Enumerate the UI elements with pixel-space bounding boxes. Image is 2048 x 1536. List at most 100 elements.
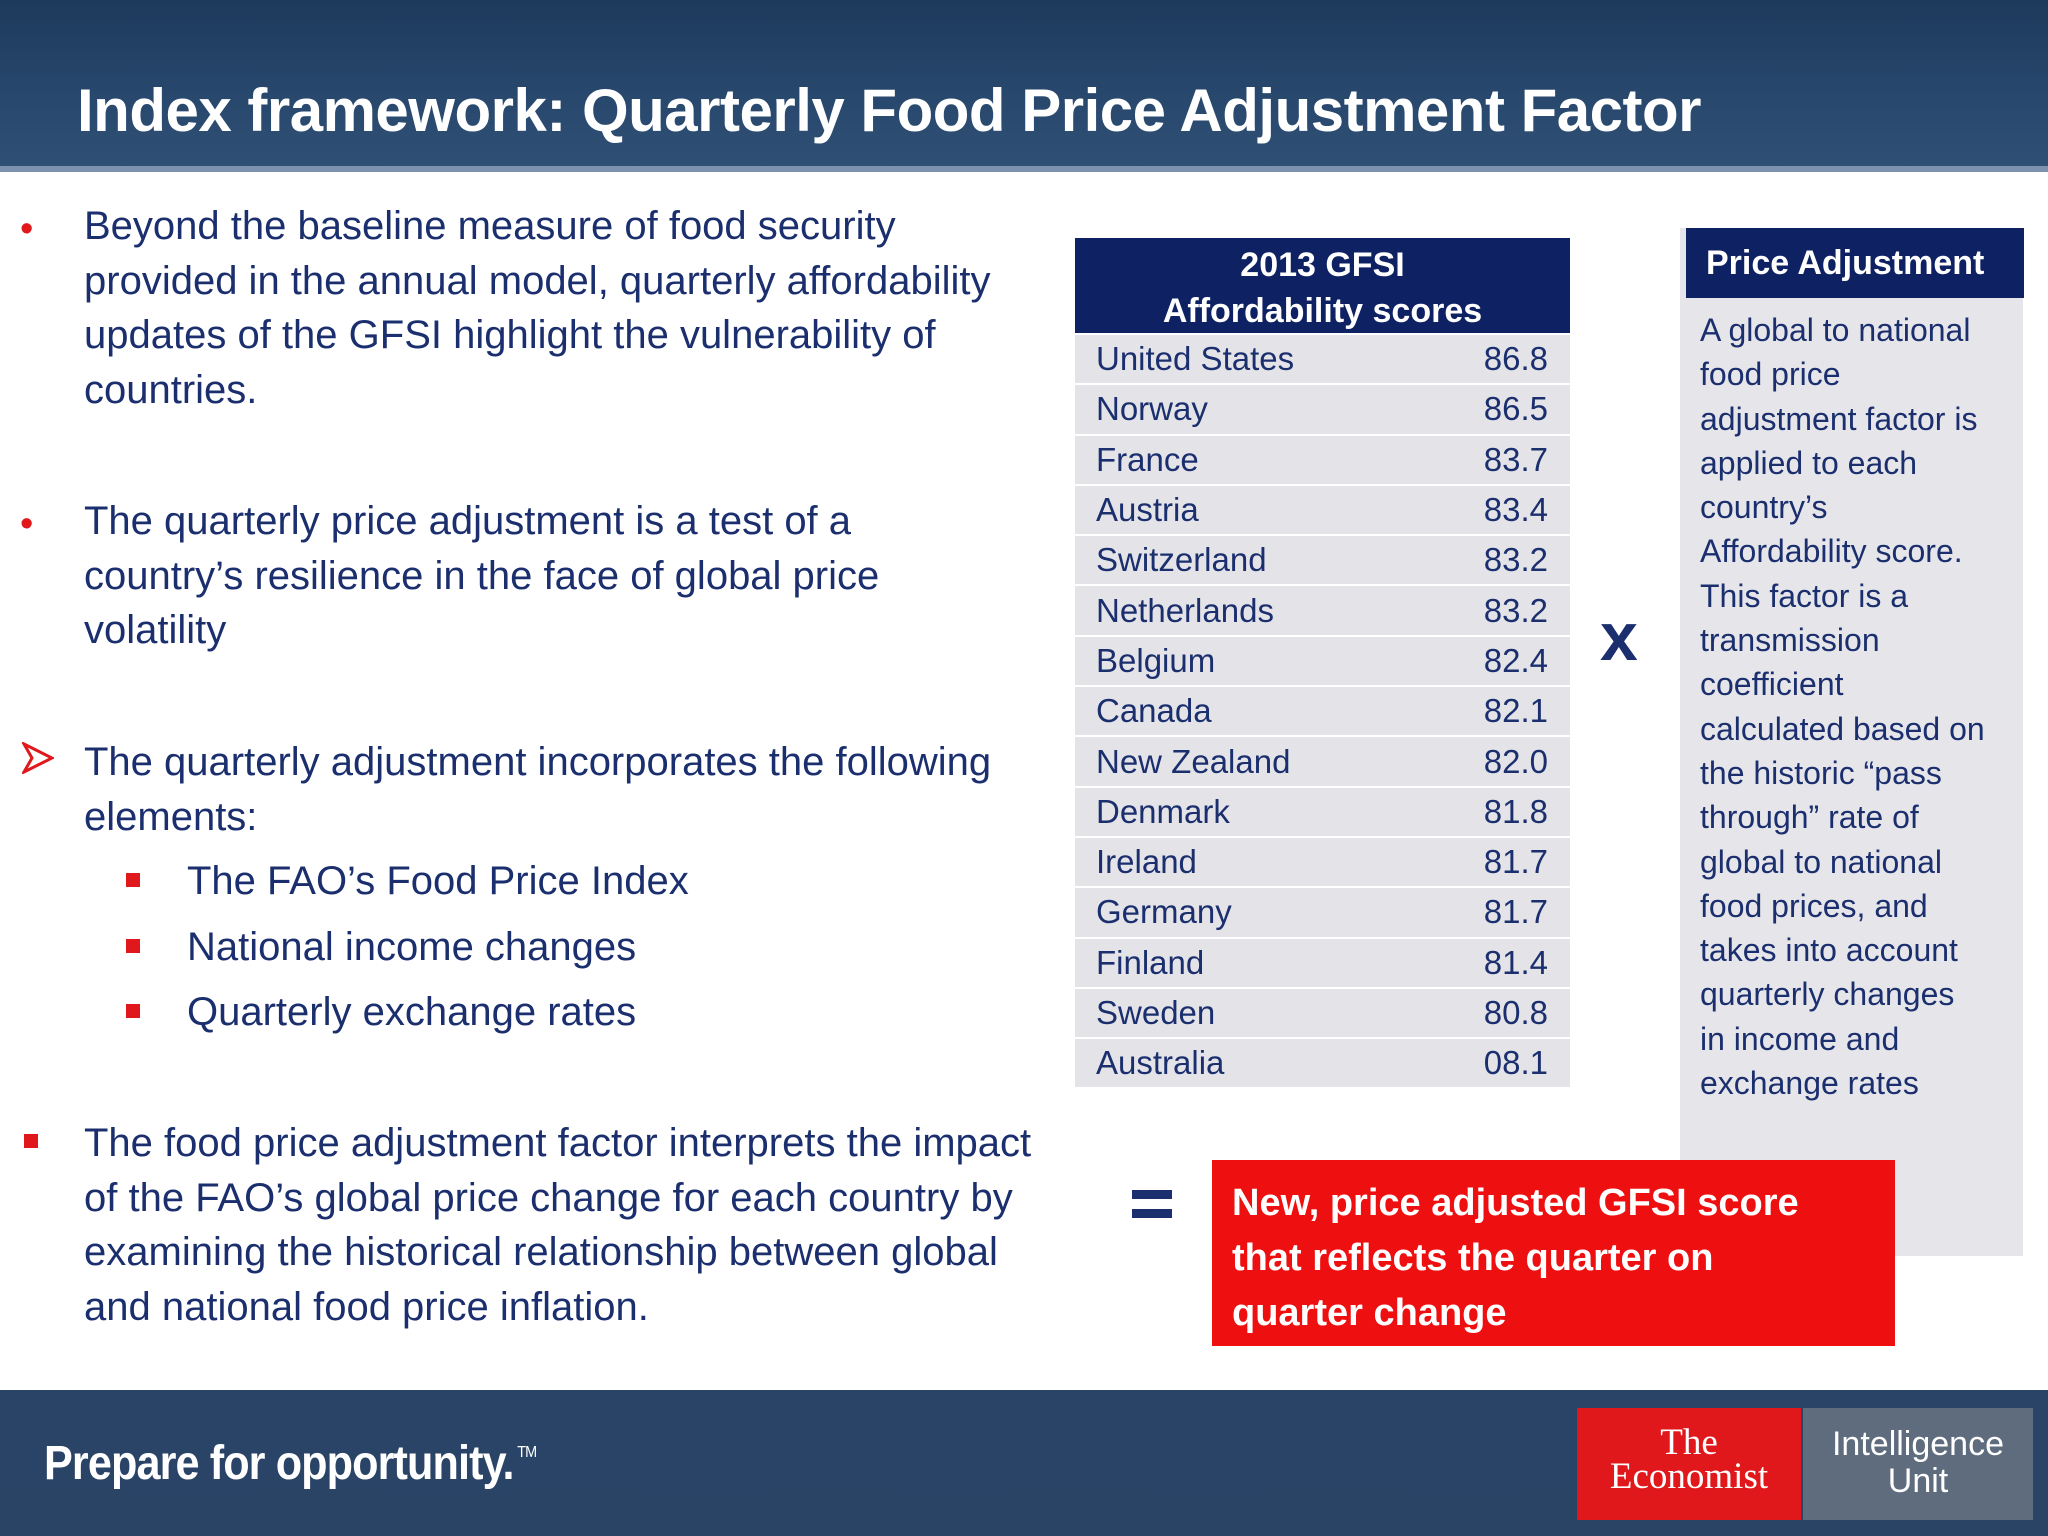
table-row: New Zealand 82.0 [1075,735,1570,786]
affordability-score: 81.7 [1483,893,1548,931]
country-name: Denmark [1096,792,1230,830]
table-row: Austria 83.4 [1075,483,1570,535]
affordability-score: 81.7 [1483,843,1548,881]
table-row: Norway 86.5 [1075,383,1570,434]
country-name: Belgium [1096,641,1216,679]
price-adjustment-line: food prices, and [1700,887,1928,924]
table-row: Australia 08.1 [1075,1037,1570,1088]
price-adjustment-line: transmission [1700,622,1880,659]
bullet-text-2: The quarterly price adjustment is a test… [84,499,880,652]
table-row: Canada 82.1 [1075,685,1570,736]
country-name: Finland [1096,943,1205,981]
affordability-score: 08.1 [1483,1044,1548,1082]
price-adjustment-line: Affordability score. [1700,533,1963,570]
price-adjustment-line: exchange rates [1700,1065,1919,1102]
economist-logo-line-1: The [1660,1422,1718,1463]
price-adjustment-line: global to national [1700,843,1942,880]
equals-sign [1132,1190,1172,1224]
price-adjustment-line: adjustment factor is [1700,400,1978,437]
country-name: New Zealand [1096,742,1291,780]
sub-bullet-marker-1 [126,873,140,887]
country-name: Australia [1096,1044,1225,1082]
trademark-mark: TM [517,1444,537,1461]
sub-item-national-income: National income changes [187,925,637,969]
table-header: 2013 GFSI Affordability scores [1075,238,1570,333]
country-name: Austria [1096,491,1199,529]
affordability-score: 81.4 [1483,943,1548,981]
affordability-score: 83.7 [1483,440,1548,478]
gfsi-affordability-table: 2013 GFSI Affordability scores United St… [1075,238,1570,1088]
country-name: Norway [1096,390,1208,428]
price-adjustment-line: calculated based on [1700,710,1985,747]
affordability-score: 81.8 [1483,792,1548,830]
slide-footer: Prepare for opportunity. TM The Economist… [0,1390,2048,1536]
table-row: Sweden 80.8 [1075,986,1570,1038]
affordability-score: 83.4 [1483,491,1548,529]
economist-logo-line-2: Economist [1609,1456,1769,1497]
result-line: that reflects the quarter on [1232,1237,1714,1279]
table-header-line-1: 2013 GFSI [1240,246,1405,284]
table-row: Belgium 82.4 [1075,634,1570,686]
table-row: Ireland 81.7 [1075,835,1570,887]
sub-item-fao-index: The FAO’s Food Price Index [187,859,689,903]
affordability-score: 86.8 [1483,340,1548,378]
bullet-text-1: Beyond the baseline measure of food secu… [84,204,991,412]
price-adjustment-title: Price Adjustment [1686,228,2024,298]
table-row: United States 86.8 [1075,333,1570,384]
country-name: Netherlands [1096,591,1274,629]
price-adjustment-line: through” rate of [1700,799,1919,836]
table-header-line-2: Affordability scores [1162,292,1483,330]
price-adjustment-line: A global to national [1700,312,1971,348]
country-name: United States [1096,340,1295,378]
country-name: Ireland [1096,843,1197,881]
intelligence-unit-line-1: Intelligence [1831,1425,2004,1463]
affordability-score: 82.4 [1483,641,1548,679]
table-row: Denmark 81.8 [1075,785,1570,836]
price-adjustment-line: in income and [1700,1020,1900,1057]
sub-bullet-marker-2 [126,939,140,953]
affordability-score: 83.2 [1483,541,1548,579]
affordability-score: 82.0 [1483,742,1548,780]
country-name: France [1096,440,1199,478]
intelligence-unit-line-2: Unit [1887,1462,1949,1500]
slide-header: Index framework: Quarterly Food Price Ad… [0,0,2048,172]
table-row: Switzerland 83.2 [1075,534,1570,585]
country-name: Canada [1096,692,1212,730]
price-adjustment-line: takes into account [1700,932,1958,969]
result-callout: New, price adjusted GFSI score that refle… [1212,1160,1895,1346]
price-adjustment-line: coefficient [1700,666,1844,703]
sub-item-exchange-rates: Quarterly exchange rates [187,990,637,1034]
table-row: Germany 81.7 [1075,886,1570,937]
result-line: quarter change [1232,1292,1507,1334]
affordability-score: 80.8 [1483,994,1548,1031]
price-adjustment-line: country’s [1700,489,1828,526]
price-adjustment-line: the historic “pass [1700,754,1942,791]
table-row: Netherlands 83.2 [1075,584,1570,635]
price-adjustment-panel: Price Adjustment A global to national foo… [1680,228,2024,1256]
country-name: Germany [1096,893,1232,931]
economist-logo: The Economist [1577,1408,1801,1520]
affordability-score: 82.1 [1483,692,1548,730]
affordability-score: 83.2 [1483,591,1548,629]
slide-title: Index framework: Quarterly Food Price Ad… [77,77,1701,144]
price-adjustment-description: A global to national food price adjustment… [1700,308,2018,1105]
arrow-bullet-icon [22,742,54,774]
price-adjustment-line: quarterly changes [1700,976,1955,1013]
sub-bullet-marker-3 [126,1004,140,1018]
affordability-score: 86.5 [1483,390,1548,428]
multiply-sign: x [1600,599,1638,675]
table-row: France 83.7 [1075,433,1570,484]
country-name: Sweden [1096,994,1216,1031]
bullet-marker-1: • [20,208,34,250]
price-adjustment-line: applied to each [1700,444,1918,481]
price-adjustment-line: food price [1700,356,1841,393]
price-adjustment-line: This factor is a [1700,577,1909,614]
tagline-text: Prepare for opportunity. [44,1437,515,1490]
bullet-marker-4 [24,1134,38,1148]
intelligence-unit-logo: Intelligence Unit [1803,1408,2033,1520]
table-row: Finland 81.4 [1075,936,1570,987]
result-line: New, price adjusted GFSI score [1232,1182,1799,1224]
bullet-marker-2: • [20,503,34,545]
tagline: Prepare for opportunity. TM [44,1436,537,1491]
bullet-text-4: The food price adjustment factor interpr… [84,1121,1032,1329]
